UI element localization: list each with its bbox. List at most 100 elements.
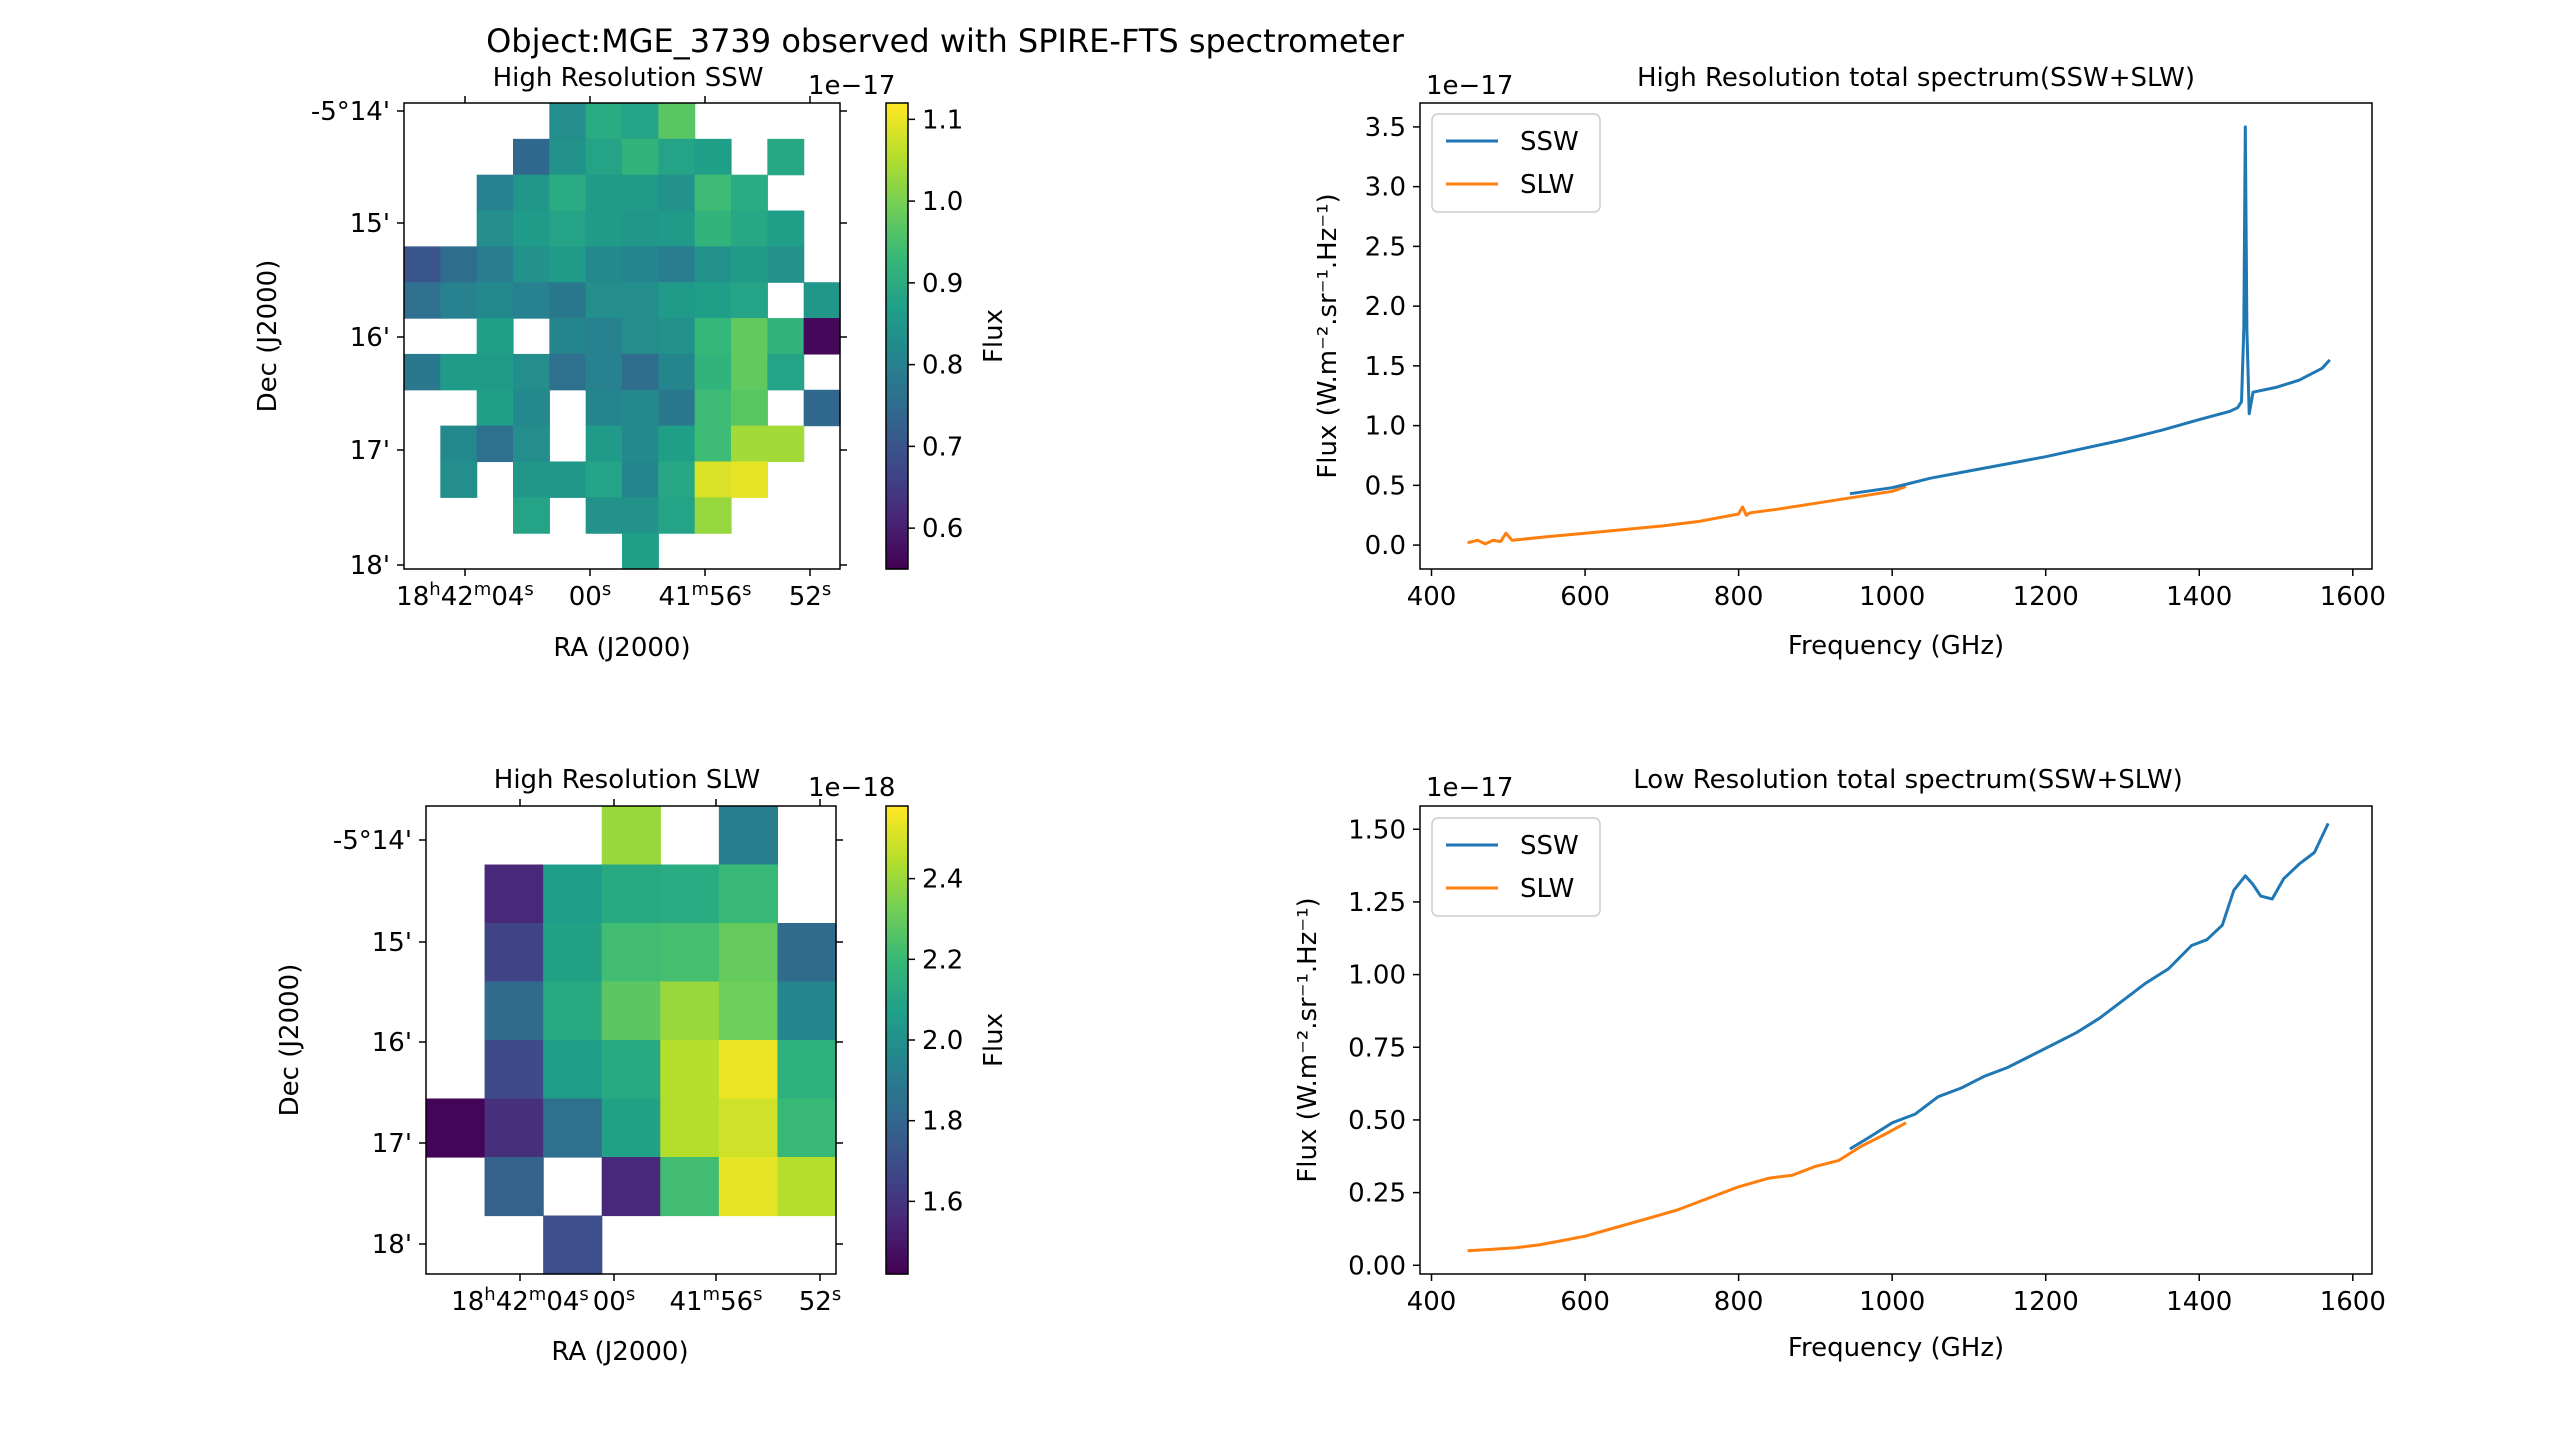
colorbar-step xyxy=(886,1153,908,1158)
colorbar-tick-label: 0.6 xyxy=(922,514,963,544)
colorbar-step xyxy=(886,1270,908,1275)
spectrum-high-res-frame xyxy=(1419,102,2373,570)
colorbar-step xyxy=(886,456,908,461)
colorbar-step xyxy=(886,433,908,438)
colorbar-step xyxy=(886,514,908,520)
map-cell xyxy=(767,318,805,355)
map-cell xyxy=(622,282,659,319)
colorbar-step xyxy=(886,526,908,531)
colorbar-step xyxy=(886,343,908,349)
colorbar-step xyxy=(886,289,908,294)
x-tick-label: 1600 xyxy=(2320,1287,2386,1317)
map-cell xyxy=(803,389,841,427)
colorbar-step xyxy=(886,425,908,430)
map-cell xyxy=(404,282,441,319)
dec-tick-label: 15' xyxy=(350,209,390,239)
map-cell xyxy=(513,174,550,212)
colorbar-step xyxy=(886,281,908,287)
map-cell xyxy=(660,1098,720,1158)
map-cell xyxy=(767,425,805,463)
y-tick-label: 0.50 xyxy=(1348,1106,1406,1136)
legend-slw-label: SLW xyxy=(1520,874,1574,904)
map-cell xyxy=(660,864,720,924)
y-tick-label: 1.50 xyxy=(1348,815,1406,845)
colorbar-step xyxy=(886,273,908,279)
map-cell xyxy=(549,461,587,498)
colorbar-step xyxy=(886,1110,908,1115)
colorbar-tick-label: 2.0 xyxy=(922,1026,963,1056)
colorbar-step xyxy=(886,235,908,240)
colorbar-step xyxy=(886,184,908,190)
colorbar-offset: 1e−17 xyxy=(808,71,895,101)
map-ssw-ylabel: Dec (J2000) xyxy=(253,260,283,413)
map-slw-xlabel: RA (J2000) xyxy=(551,1337,688,1367)
colorbar-step xyxy=(886,169,908,174)
map-cell xyxy=(731,246,768,283)
map-cell xyxy=(622,103,659,140)
dec-tick-label: 16' xyxy=(372,1028,412,1058)
colorbar-step xyxy=(886,969,908,975)
map-cell xyxy=(658,425,696,463)
colorbar-step xyxy=(886,923,908,928)
map-cell xyxy=(658,174,696,212)
map-cell xyxy=(694,425,732,463)
colorbar-step xyxy=(886,103,908,108)
map-ssw-cells xyxy=(404,103,841,570)
y-tick-label: 0.00 xyxy=(1348,1251,1406,1281)
spectrum-high-res-offset: 1e−17 xyxy=(1426,71,1513,101)
map-cell xyxy=(694,389,732,427)
figure-suptitle: Object:MGE_3739 observed with SPIRE-FTS … xyxy=(486,22,1405,60)
colorbar-step xyxy=(886,938,908,944)
map-cell xyxy=(660,981,720,1041)
map-cell xyxy=(585,425,623,463)
colorbar-step xyxy=(886,1012,908,1018)
colorbar-step xyxy=(886,118,908,124)
map-cell xyxy=(484,864,544,924)
map-cell xyxy=(660,1157,720,1217)
colorbar-step xyxy=(886,153,908,158)
map-cell xyxy=(549,174,587,212)
colorbar-step xyxy=(886,829,908,834)
map-cell xyxy=(601,1040,661,1100)
colorbar-slw: 1.6 1.8 2.0 2.2 2.4 1e−18 Flux xyxy=(808,773,1009,1275)
map-cell xyxy=(476,318,514,355)
colorbar-step xyxy=(886,1079,908,1084)
colorbar-step xyxy=(886,130,908,135)
map-cell xyxy=(404,353,441,391)
colorbar-step xyxy=(886,429,908,434)
colorbar-step xyxy=(886,495,908,500)
map-cell xyxy=(658,389,696,427)
map-cell xyxy=(777,1157,837,1217)
colorbar-step xyxy=(886,557,908,562)
map-cell xyxy=(484,923,544,983)
map-cell xyxy=(622,246,659,283)
colorbar-step xyxy=(886,172,908,178)
map-cell xyxy=(543,1215,603,1275)
colorbar-step xyxy=(886,985,908,990)
colorbar-step xyxy=(886,475,908,481)
colorbar-step xyxy=(886,522,908,527)
map-cell xyxy=(658,318,696,355)
map-cell xyxy=(767,246,805,283)
colorbar-step xyxy=(886,1028,908,1033)
colorbar-step xyxy=(886,1164,908,1170)
colorbar-step xyxy=(886,973,908,979)
map-cell xyxy=(513,282,550,319)
map-cell xyxy=(476,246,514,283)
map-cell xyxy=(513,389,550,427)
colorbar-step xyxy=(886,977,908,983)
colorbar-tick-label: 0.7 xyxy=(922,432,963,462)
colorbar-step xyxy=(886,1250,908,1256)
ra-tick-label: 52s xyxy=(789,579,831,612)
map-cell xyxy=(731,210,768,247)
colorbar-step xyxy=(886,215,908,221)
colorbar-step xyxy=(886,126,908,131)
map-cell xyxy=(476,425,514,463)
colorbar-step xyxy=(886,149,908,155)
colorbar-step xyxy=(886,200,908,205)
map-cell xyxy=(803,318,841,355)
map-cell xyxy=(694,318,732,355)
map-cell xyxy=(601,1157,661,1217)
colorbar-tick-label: 2.2 xyxy=(922,945,963,975)
